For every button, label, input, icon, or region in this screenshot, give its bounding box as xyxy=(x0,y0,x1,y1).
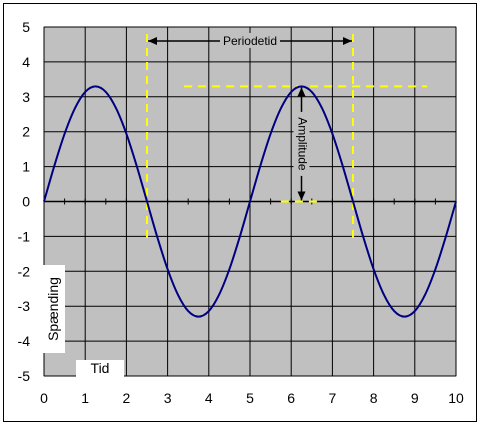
y-axis-label-group: Spænding xyxy=(41,265,65,353)
period-label-background xyxy=(220,32,280,48)
y-tick-label: 1 xyxy=(22,159,30,175)
y-tick-label: 0 xyxy=(22,194,30,210)
amplitude-label: Amplitude xyxy=(296,117,310,171)
y-tick-label: 5 xyxy=(22,19,30,35)
period-label: Periodetid xyxy=(223,34,277,48)
x-tick-label: 9 xyxy=(411,390,419,406)
x-tick-label: 10 xyxy=(448,390,464,406)
y-axis-label: Spænding xyxy=(45,277,61,341)
x-tick-label: 5 xyxy=(246,390,254,406)
x-tick-labels: 0 1 2 3 4 5 6 7 8 9 10 xyxy=(40,390,464,406)
x-tick-label: 3 xyxy=(164,390,172,406)
x-tick-label: 8 xyxy=(370,390,378,406)
y-tick-label: 3 xyxy=(22,89,30,105)
y-tick-label: -1 xyxy=(18,228,31,244)
series-layer xyxy=(43,85,457,318)
x-tick-label: 6 xyxy=(287,390,295,406)
x-axis-label: Tid xyxy=(91,360,110,376)
y-tick-label: -2 xyxy=(18,263,31,279)
y-axis-label-background xyxy=(41,265,65,353)
y-tick-label: 2 xyxy=(22,124,30,140)
x-axis-label-background xyxy=(76,360,124,377)
y-tick-label: -5 xyxy=(18,368,31,384)
x-axis-label-group: Tid xyxy=(76,360,124,377)
annotations: Periodetid Amplitude xyxy=(146,32,428,244)
y-tick-label: -3 xyxy=(18,298,31,314)
x-tick-label: 1 xyxy=(81,390,89,406)
x-tick-label: 4 xyxy=(205,390,213,406)
voltage-series-line xyxy=(43,85,457,318)
x-tick-label: 7 xyxy=(329,390,337,406)
y-tick-label: 4 xyxy=(22,54,30,70)
x-tick-label: 2 xyxy=(123,390,131,406)
y-tick-label: -4 xyxy=(18,333,31,349)
x-tick-label: 0 xyxy=(40,390,48,406)
y-tick-labels: 5 4 3 2 1 0 -1 -2 -3 -4 -5 xyxy=(18,19,31,384)
amplitude-label-background xyxy=(293,111,310,176)
